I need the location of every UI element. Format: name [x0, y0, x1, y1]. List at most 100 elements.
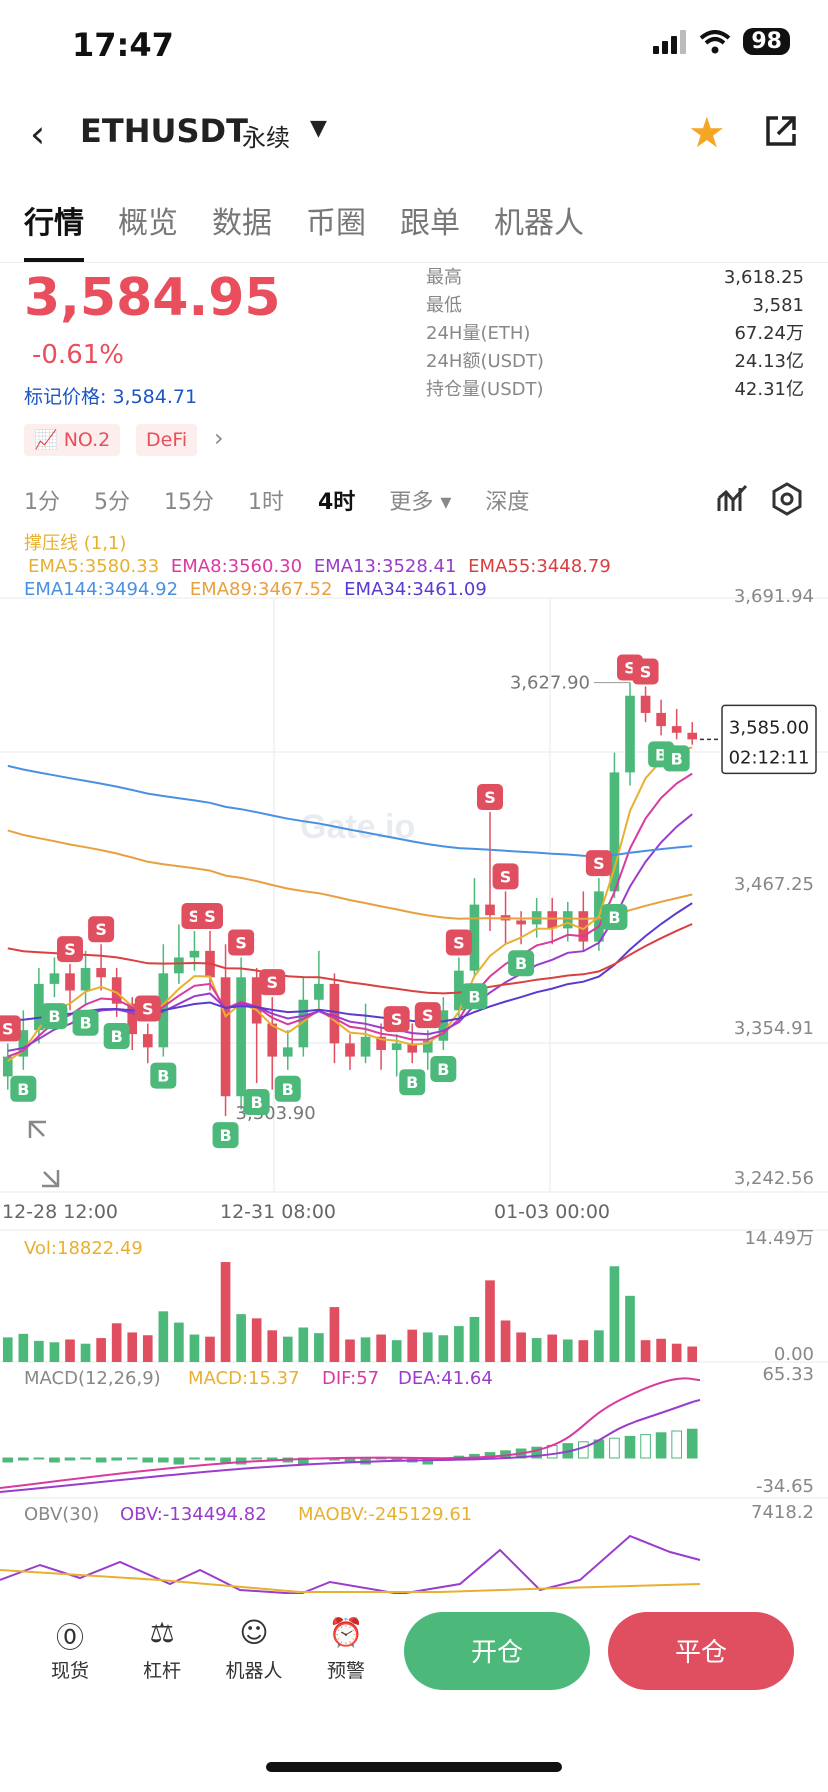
interval-1m[interactable]: 1分: [24, 490, 60, 515]
nav-alert[interactable]: ⏰ 预警: [306, 1616, 386, 1683]
tab-robot[interactable]: 机器人: [494, 206, 584, 241]
signal-marker: [508, 950, 535, 977]
candle-body: [656, 712, 666, 727]
volume-bar: [111, 1323, 122, 1362]
interval-more[interactable]: 更多 ▾: [389, 490, 452, 515]
macd-histogram-bar: [531, 1446, 542, 1459]
interval-5m[interactable]: 5分: [94, 490, 130, 515]
obv-axis-max: 7418.2: [751, 1502, 814, 1523]
tab-market[interactable]: 行情: [24, 198, 84, 262]
volume-bar: [345, 1339, 355, 1362]
volume-bar: [158, 1311, 169, 1362]
macd-histogram-bar: [671, 1430, 682, 1459]
candle-body: [65, 973, 75, 991]
share-icon[interactable]: [762, 112, 800, 150]
time-axis-label: 12-28 12:00: [2, 1201, 118, 1223]
macd-histogram-bar: [686, 1428, 698, 1459]
rank-badge[interactable]: 📈 NO.2: [24, 424, 121, 456]
nav-spot[interactable]: ⓪ 现货: [30, 1616, 110, 1683]
ema-row-1: EMA5:3580.33 EMA8:3560.30 EMA13:3528.41 …: [28, 556, 611, 577]
volume-bar: [656, 1338, 666, 1362]
back-icon[interactable]: ‹: [30, 112, 46, 156]
volume-bar: [469, 1316, 480, 1362]
indicator-icon[interactable]: [716, 484, 750, 514]
macd-histogram-bar: [624, 1435, 636, 1459]
kline-chart[interactable]: Gate.io 3,691.94 3,467.25 3,354.91 3,242.56 3…: [0, 580, 828, 1594]
volume-bar: [531, 1338, 542, 1362]
signal-marker: [10, 1075, 37, 1102]
category-badge[interactable]: DeFi: [136, 424, 198, 456]
countdown: 02:12:11: [729, 747, 810, 768]
interval-depth[interactable]: 深度: [485, 490, 530, 515]
tab-bar: 行情 概览 数据 币圈 跟单 机器人: [24, 198, 584, 262]
signal-marker: [57, 936, 83, 963]
signal-marker: [243, 1089, 270, 1116]
status-icons: 98: [653, 28, 790, 55]
settings-icon[interactable]: [770, 482, 804, 516]
stats-panel: 最高 3,618.25 最低 3,581 24H量(ETH) 67.24万 24H额(…: [426, 264, 804, 404]
signal-marker-label: B: [48, 1007, 60, 1026]
candle-body: [640, 695, 651, 713]
ema-line: [7, 813, 693, 1052]
interval-1h[interactable]: 1时: [248, 490, 284, 515]
stat-low: 最低 3,581: [426, 295, 804, 316]
candle-body: [96, 968, 106, 978]
ema-line: [7, 764, 693, 858]
candle-body: [547, 911, 558, 929]
interval-15m[interactable]: 15分: [164, 490, 214, 515]
tab-data[interactable]: 数据: [212, 206, 272, 241]
signal-marker: [492, 863, 519, 890]
volume-bar: [236, 1314, 246, 1362]
ema-line: [7, 746, 693, 1062]
candle-body: [391, 1043, 402, 1050]
volume-bar: [594, 1330, 604, 1362]
support-resistance-label: 撑压线 (1,1): [24, 533, 127, 554]
signal-marker-label: B: [515, 954, 527, 973]
chevron-down-icon[interactable]: ▼: [310, 116, 327, 141]
signal-marker: [259, 969, 286, 996]
candle-body: [18, 1030, 29, 1057]
volume-bar: [34, 1340, 44, 1362]
signal-marker: [632, 658, 659, 685]
signal-marker: [72, 1009, 99, 1036]
symbol-title[interactable]: ETHUSDT: [80, 112, 248, 150]
signal-marker-label: B: [157, 1067, 169, 1086]
open-position-button[interactable]: 开仓: [404, 1612, 590, 1690]
volume-bar: [625, 1295, 635, 1362]
stat-volume: 24H量(ETH) 67.24万: [426, 323, 804, 344]
volume-bar: [220, 1262, 231, 1362]
interval-4h[interactable]: 4时: [318, 490, 356, 515]
signal-marker-label: B: [406, 1073, 418, 1092]
home-indicator: [266, 1762, 562, 1772]
candle-body: [329, 983, 340, 1044]
star-icon[interactable]: ★: [688, 108, 726, 157]
macd-dea-line: [0, 1399, 701, 1493]
nav-robot[interactable]: ☺ 机器人: [214, 1616, 294, 1683]
chevron-right-icon[interactable]: ›: [214, 424, 224, 452]
macd-histogram-bar: [2, 1457, 14, 1463]
macd-histogram-bar: [189, 1457, 200, 1460]
macd-histogram-bar: [111, 1457, 122, 1461]
candle-body: [189, 950, 200, 958]
obv-value: OBV:-134494.82: [120, 1504, 267, 1525]
volume-axis-max: 14.49万: [744, 1228, 814, 1249]
volume-bar: [516, 1332, 526, 1362]
macd-histogram-bar: [655, 1432, 667, 1459]
price-axis-label: 3,691.94: [734, 586, 814, 607]
tab-community[interactable]: 币圈: [306, 206, 366, 241]
candle-body: [422, 1040, 433, 1053]
signal-marker-label: S: [391, 1010, 403, 1029]
tab-copy-trading[interactable]: 跟单: [400, 206, 460, 241]
signal-marker: [414, 1002, 441, 1029]
macd-label: MACD(12,26,9): [24, 1368, 161, 1389]
nav-leverage[interactable]: ⚖ 杠杆: [122, 1616, 202, 1683]
ema-line: [7, 923, 693, 995]
macd-dif-line: [0, 1377, 701, 1489]
tab-overview[interactable]: 概览: [118, 206, 178, 241]
contract-type[interactable]: 永续: [242, 124, 290, 152]
close-position-button[interactable]: 平仓: [608, 1612, 794, 1690]
signal-marker-label: S: [453, 933, 465, 952]
volume-bar: [640, 1340, 651, 1362]
candle-body: [609, 772, 620, 892]
volume-bar: [407, 1329, 418, 1362]
